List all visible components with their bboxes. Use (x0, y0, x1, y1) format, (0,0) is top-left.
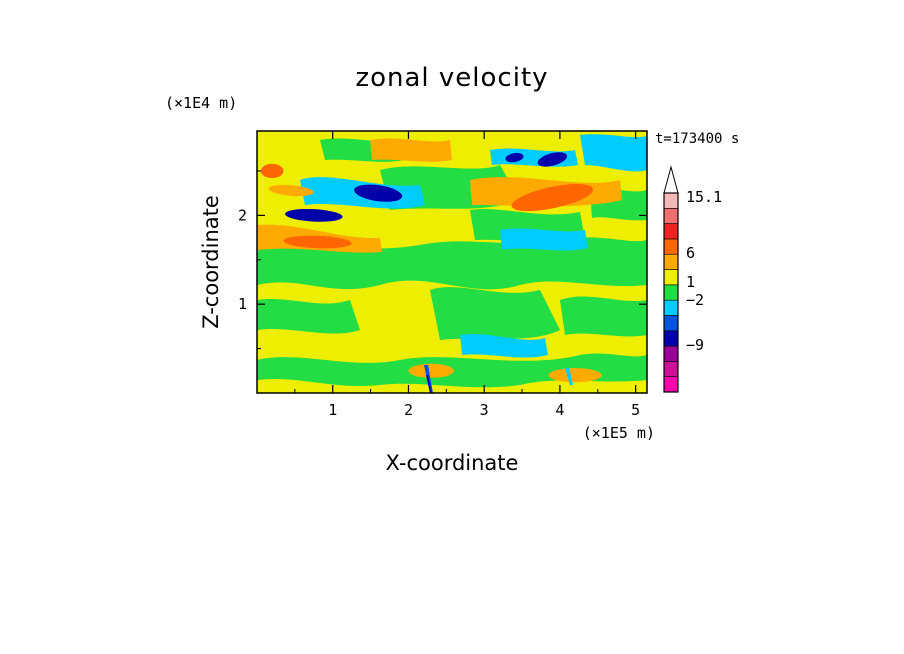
time-label: t=173400 s (655, 131, 739, 147)
colorbar-band (663, 208, 679, 224)
x-tick-label: 2 (404, 401, 413, 419)
x-axis-ticks: 1 2 3 4 5 (294, 131, 640, 419)
colorbar-band (663, 192, 679, 209)
colorbar-band (663, 376, 679, 393)
colorbar: 15.1 6 1−2 −9 (663, 165, 722, 393)
colorbar-band (663, 345, 679, 362)
y-tick-label: 1 (238, 295, 247, 313)
field-feature-10 (548, 368, 602, 383)
colorbar-band (663, 223, 679, 240)
chart-title: zonal velocity (355, 63, 548, 93)
colorbar-extend-arrow (663, 165, 679, 194)
colorbar-label: 6 (686, 244, 695, 262)
colorbar-label: −2 (686, 291, 704, 309)
blue-spot-bottom-2 (565, 368, 573, 385)
y-unit-label: (×1E4 m) (165, 94, 237, 112)
field-feature-8 (260, 163, 284, 179)
field-feature-4 (283, 235, 352, 249)
y-axis-ticks: 12 (238, 170, 647, 350)
field-feature-5 (268, 184, 314, 197)
colorbar-band (663, 269, 679, 286)
x-tick-label: 5 (631, 401, 640, 419)
colorbar-label: −9 (686, 336, 704, 354)
colorbar-label: 15.1 (686, 188, 722, 206)
velocity-field (257, 131, 647, 393)
y-axis-label: Z-coordinate (199, 195, 223, 329)
colorbar-band (663, 299, 679, 316)
colorbar-band (663, 284, 679, 301)
colorbar-band (663, 253, 679, 270)
blue-spot-bottom-1 (424, 365, 433, 393)
colorbar-band (663, 330, 679, 347)
field-feature-2 (505, 152, 524, 163)
x-tick-label: 3 (480, 401, 489, 419)
x-axis-label: X-coordinate (386, 451, 519, 475)
colorbar-frame (663, 192, 679, 393)
colorbar-band (663, 315, 679, 332)
x-unit-label: (×1E5 m) (583, 424, 655, 442)
feature-layer (260, 145, 602, 383)
field-feature-3 (537, 152, 568, 167)
field-feature-0 (285, 208, 343, 222)
x-tick-label: 1 (328, 401, 337, 419)
field-feature-9 (408, 363, 454, 378)
colorbar-band (663, 238, 679, 255)
field-feature-1 (354, 184, 403, 202)
colorbar-label: 1 (686, 273, 695, 291)
plot-frame (256, 130, 648, 394)
field-feature-7 (389, 145, 443, 161)
colorbar-band (663, 361, 679, 377)
y-tick-label: 2 (238, 206, 247, 224)
field-feature-6 (511, 184, 594, 212)
x-tick-label: 4 (555, 401, 564, 419)
